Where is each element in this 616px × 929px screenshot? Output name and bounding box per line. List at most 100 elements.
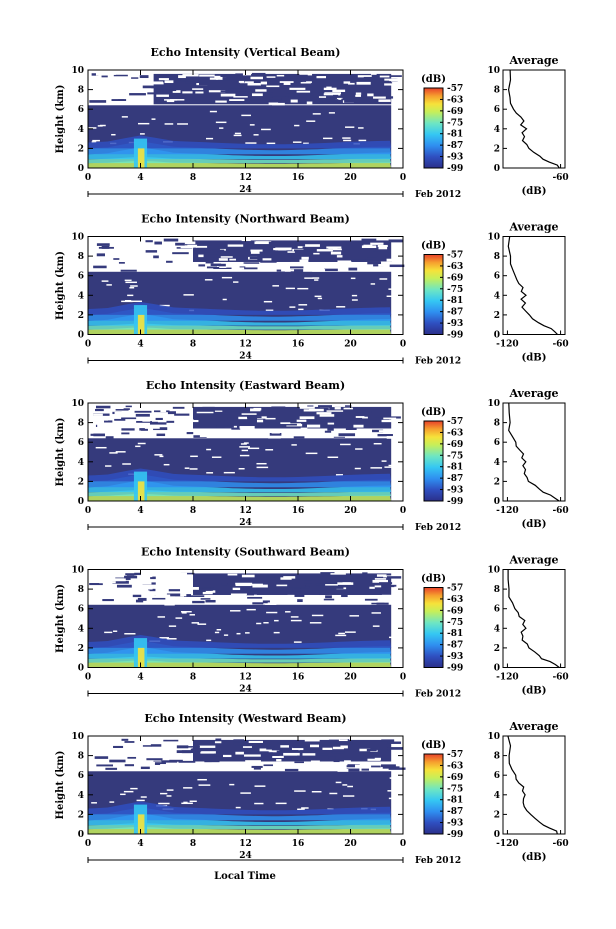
colorbar-tick: -87	[447, 474, 463, 484]
avg-y-tick: 8	[494, 752, 500, 762]
colorbar-tick: -63	[447, 595, 463, 605]
date-month-label: Feb 2012	[415, 357, 461, 367]
x-tick-label: 12	[239, 673, 252, 683]
y-tick-label: 0	[78, 497, 84, 507]
panel-title: Echo Intensity (Vertical Beam)	[150, 46, 340, 59]
avg-frame	[502, 236, 566, 335]
y-tick-label: 2	[78, 644, 84, 654]
heatmap	[88, 238, 405, 335]
y-tick-label: 0	[78, 331, 84, 341]
colorbar-tick: -81	[447, 796, 463, 806]
avg-x-tick: -120	[496, 839, 519, 849]
x-tick-label: 16	[292, 506, 305, 516]
heatmap	[88, 738, 406, 834]
colorbar	[423, 87, 444, 169]
colorbar-label: (dB)	[421, 407, 446, 418]
avg-y-tick: 8	[494, 86, 500, 96]
avg-y-tick: 10	[487, 399, 500, 409]
x-tick-label: 8	[190, 340, 196, 350]
colorbar-tick: -81	[447, 130, 463, 140]
panel-1: Echo Intensity (Vertical Beam)0246810Hei…	[55, 46, 569, 200]
x-tick-label: 0	[85, 173, 91, 183]
y-axis-label: Height (km)	[55, 251, 66, 320]
x-tick-label: 20	[344, 673, 357, 683]
avg-y-tick: 6	[494, 771, 500, 781]
x-tick-label: 12	[239, 340, 252, 350]
colorbar-tick: -75	[447, 285, 463, 295]
date-day-label: 24	[239, 185, 252, 195]
avg-y-tick: 0	[494, 497, 500, 507]
avg-x-tick: -120	[496, 340, 519, 350]
avg-y-tick: 6	[494, 605, 500, 615]
y-tick-label: 4	[78, 125, 84, 135]
colorbar	[423, 420, 444, 502]
y-tick-label: 2	[78, 144, 84, 154]
colorbar-tick: -57	[447, 750, 463, 760]
avg-profile-line	[507, 236, 559, 335]
colorbar-tick: -57	[447, 417, 463, 427]
colorbar-tick: -57	[447, 584, 463, 594]
y-tick-label: 6	[78, 605, 84, 615]
avg-y-tick: 8	[494, 252, 500, 262]
avg-y-tick: 10	[487, 566, 500, 576]
colorbar-tick: -69	[447, 440, 463, 450]
colorbar-tick: -93	[447, 819, 463, 829]
y-tick-label: 2	[78, 810, 84, 820]
x-tick-label: 4	[137, 673, 143, 683]
panel-4: Echo Intensity (Southward Beam)0246810He…	[55, 546, 569, 700]
colorbar-tick: -63	[447, 95, 463, 105]
avg-y-tick: 6	[494, 105, 500, 115]
x-axis-label: Local Time	[214, 871, 276, 882]
avg-x-tick: -60	[552, 673, 568, 683]
avg-y-tick: 0	[494, 331, 500, 341]
y-tick-label: 4	[78, 291, 84, 301]
y-tick-label: 8	[78, 419, 84, 429]
colorbar-tick: -93	[447, 153, 463, 163]
colorbar-tick: -99	[447, 664, 463, 674]
x-tick-label: 20	[344, 506, 357, 516]
avg-frame	[502, 569, 566, 668]
avg-x-label: (dB)	[522, 852, 547, 863]
avg-profile-line	[507, 735, 558, 835]
avg-y-tick: 0	[494, 664, 500, 674]
panel-title: Echo Intensity (Southward Beam)	[141, 546, 350, 559]
colorbar	[423, 753, 444, 835]
colorbar-tick: -99	[447, 331, 463, 341]
x-tick-label: 0	[400, 340, 406, 350]
y-tick-label: 2	[78, 477, 84, 487]
colorbar-tick: -81	[447, 629, 463, 639]
y-tick-label: 6	[78, 272, 84, 282]
date-day-label: 24	[239, 518, 252, 528]
avg-x-tick: -60	[552, 173, 568, 183]
x-tick-label: 16	[292, 173, 305, 183]
x-tick-label: 12	[239, 173, 252, 183]
colorbar-tick: -99	[447, 164, 463, 174]
avg-profile-line	[508, 402, 560, 502]
x-tick-label: 20	[344, 173, 357, 183]
colorbar-tick: -81	[447, 463, 463, 473]
heatmap	[88, 72, 402, 168]
avg-x-tick: -60	[552, 506, 568, 516]
y-tick-label: 10	[71, 66, 84, 76]
colorbar-tick: -69	[447, 107, 463, 117]
colorbar-tick: -75	[447, 118, 463, 128]
y-tick-label: 10	[71, 233, 84, 243]
y-axis-label: Height (km)	[55, 418, 66, 487]
avg-title: Average	[508, 221, 558, 234]
y-tick-label: 4	[78, 624, 84, 634]
x-tick-label: 4	[137, 340, 143, 350]
x-tick-label: 0	[400, 673, 406, 683]
y-tick-label: 6	[78, 771, 84, 781]
colorbar-tick: -93	[447, 652, 463, 662]
colorbar-tick: -93	[447, 319, 463, 329]
y-axis-label: Height (km)	[55, 751, 66, 820]
avg-x-tick: -60	[552, 839, 568, 849]
avg-frame	[502, 402, 566, 502]
y-tick-label: 0	[78, 830, 84, 840]
avg-y-tick: 8	[494, 585, 500, 595]
colorbar-label: (dB)	[421, 74, 446, 85]
colorbar-label: (dB)	[421, 740, 446, 751]
avg-y-tick: 8	[494, 419, 500, 429]
date-month-label: Feb 2012	[415, 856, 461, 866]
avg-x-tick: -60	[552, 340, 568, 350]
